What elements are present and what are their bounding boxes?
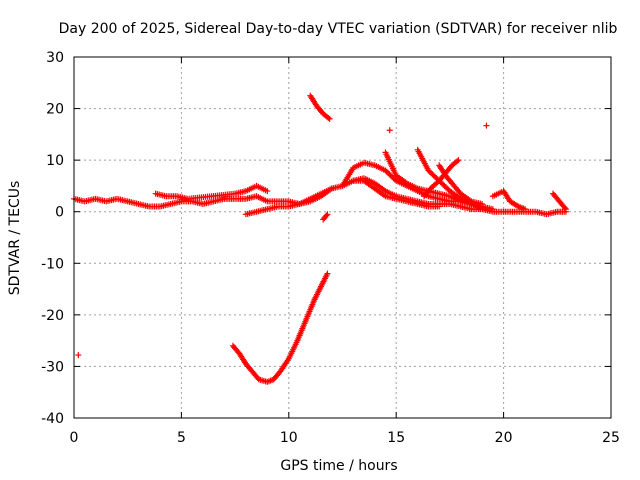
y-tick-label: 0 bbox=[55, 205, 64, 221]
x-tick-label: 10 bbox=[280, 430, 298, 446]
y-tick-label: -10 bbox=[41, 256, 64, 272]
x-tick-label: 5 bbox=[177, 430, 186, 446]
data-point bbox=[522, 206, 529, 213]
data-point bbox=[479, 206, 486, 213]
series-short-segment bbox=[320, 211, 331, 223]
data-point bbox=[436, 203, 443, 210]
series-arc-13-17 bbox=[350, 177, 443, 210]
data-point bbox=[264, 188, 271, 195]
x-tick-label: 15 bbox=[387, 430, 405, 446]
y-tick-label: -20 bbox=[41, 308, 64, 324]
y-axis-label: SDTVAR / TECUs bbox=[7, 181, 23, 296]
data-point bbox=[489, 206, 496, 213]
x-axis-label: GPS time / hours bbox=[280, 458, 397, 474]
series-descending-segment bbox=[307, 92, 333, 122]
series-upper-baseline-arc bbox=[152, 182, 271, 202]
series-lower-baseline-arc bbox=[242, 185, 335, 218]
y-tick-label: 20 bbox=[46, 102, 64, 118]
series-arc-22-23 bbox=[550, 190, 569, 213]
plot-frame bbox=[73, 56, 612, 419]
data-point bbox=[324, 270, 331, 277]
x-tick-label: 20 bbox=[495, 430, 513, 446]
data-point bbox=[391, 176, 398, 183]
x-tick-label: 25 bbox=[602, 430, 620, 446]
data-point bbox=[455, 157, 462, 164]
data-point bbox=[483, 122, 490, 129]
data-point bbox=[561, 204, 568, 211]
y-tick-label: -40 bbox=[41, 411, 64, 427]
data-point bbox=[75, 352, 82, 359]
data-points bbox=[71, 92, 569, 385]
y-tick-label: 10 bbox=[46, 153, 64, 169]
series-arc-17-19 bbox=[436, 162, 486, 207]
data-point bbox=[323, 212, 330, 219]
data-point bbox=[454, 158, 461, 165]
x-tick-label: 0 bbox=[70, 430, 79, 446]
series-isolated-points bbox=[75, 122, 490, 359]
data-point bbox=[324, 211, 331, 218]
data-point bbox=[479, 200, 486, 207]
data-point bbox=[328, 185, 335, 192]
series-arc-16-5-18 bbox=[421, 157, 462, 200]
series-deep-arc bbox=[229, 270, 331, 385]
axis-ticks: 0 5 10 15 20 25 -40 -30 -20 -10 0 10 20 30 bbox=[41, 50, 620, 446]
data-point bbox=[386, 127, 393, 134]
y-tick-label: 30 bbox=[46, 50, 64, 66]
chart-title: Day 200 of 2025, Sidereal Day-to-day VTE… bbox=[59, 21, 618, 37]
data-point bbox=[562, 206, 569, 213]
series-arc-19-5-21 bbox=[489, 188, 529, 213]
data-point bbox=[326, 115, 333, 122]
data-point bbox=[325, 114, 332, 121]
y-tick-label: -30 bbox=[41, 359, 64, 375]
